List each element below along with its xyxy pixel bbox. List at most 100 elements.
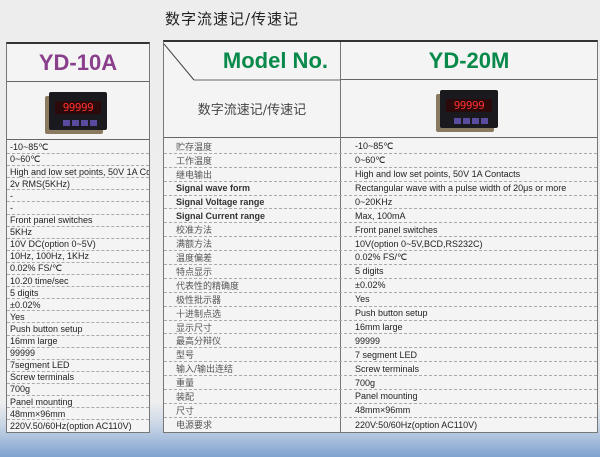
spec-value: Push button setup: [7, 323, 149, 336]
spec-row: 型号 7 segment LED: [164, 348, 597, 363]
spec-row: 温度偏差 0.02% FS/℃: [164, 251, 597, 266]
spec-value: ±0.02%: [355, 280, 386, 291]
spec-row: 满额方法 10V(option 0~5V,BCD,RS232C): [164, 237, 597, 252]
spec-value: Screw terminals: [7, 372, 149, 384]
spec-value: 0.02% FS/℃: [355, 252, 408, 263]
spec-value: -10~85℃: [355, 140, 394, 151]
spec-row: 校准方法 Front panel switches: [164, 223, 597, 238]
spec-value: 16mm large: [7, 336, 149, 348]
spec-value: 220V.50/60Hz(option AC110V): [10, 421, 132, 432]
product-description: 数字流速记/传速记: [197, 103, 307, 118]
spec-value: 0~60℃: [7, 154, 149, 167]
model-no-label: Model No.: [222, 48, 328, 73]
spec-label: Signal Current range: [176, 210, 266, 221]
spec-label: 满额方法: [176, 240, 213, 251]
spec-value: Front panel switches: [355, 224, 438, 235]
spec-label: 型号: [176, 351, 195, 362]
spec-row: 极性批示器 Yes: [164, 293, 597, 307]
spec-value: 0~20KHz: [355, 197, 393, 207]
spec-value: Push button setup: [355, 308, 428, 319]
spec-row: 重量 700g: [164, 376, 597, 391]
meter-display: 99999: [55, 100, 101, 114]
spec-row: Signal wave form Rectangular wave with a …: [164, 182, 597, 196]
spec-value: 700g: [355, 377, 376, 388]
spec-value: 10.20 time/sec: [7, 275, 149, 288]
spec-row: 电源要求 220V:50/60Hz(option AC110V): [164, 418, 597, 432]
spec-value: 5 digits: [355, 266, 384, 277]
yd-10a-spec-list: -10~85℃ 0~60℃ High and low set points, 50V…: [7, 142, 149, 432]
spec-value: Yes: [7, 311, 149, 324]
spec-value: 5KHz: [7, 227, 149, 239]
spec-value: Max, 100mA: [355, 210, 406, 221]
spec-label: 电源要求: [176, 421, 213, 432]
description-cell: 数字流速记/传速记: [164, 80, 340, 138]
spec-row: Signal Current range Max, 100mA: [164, 209, 597, 224]
spec-label: Signal Voltage range: [176, 197, 265, 207]
spec-row: 贮存温度 -10~85℃: [164, 140, 597, 154]
spec-row: 工作温度 0~60℃: [164, 154, 597, 168]
spec-label: 十进制点选: [176, 309, 222, 320]
spec-label: 贮存温度: [176, 142, 213, 153]
spec-label: 重量: [176, 379, 195, 390]
spec-label: 显示尺寸: [176, 323, 213, 334]
spec-value: 700g: [7, 384, 149, 396]
spec-value: High and low set points, 50V 1A Contacts: [355, 169, 521, 180]
spec-row: 代表性的精确度 ±0.02%: [164, 279, 597, 293]
spec-row: 显示尺寸 16mm large: [164, 321, 597, 335]
spec-row: 最高分辩仪 99999: [164, 334, 597, 349]
meter-display: 99999: [446, 98, 492, 112]
yd-20m-spec-table: 贮存温度 -10~85℃ 工作温度 0~60℃ 继电输出 High and low set…: [164, 140, 597, 432]
spec-label: 工作温度: [176, 156, 213, 167]
spec-label: 特点显示: [176, 267, 213, 278]
spec-value: -10~85℃: [7, 142, 149, 155]
spec-value: 10V DC(option 0~5V): [7, 239, 149, 251]
spec-label: 温度偏差: [176, 254, 213, 265]
yd-20m-model-header: YD-20M: [341, 42, 597, 80]
spec-row: 特点显示 5 digits: [164, 265, 597, 279]
spec-row: Signal Voltage range 0~20KHz: [164, 196, 597, 210]
spec-value: Panel mounting: [355, 391, 418, 402]
yd-10a-spec-panel: YD-10A 99999 -10~85℃ 0~60℃ High and low se…: [6, 42, 150, 433]
spec-row: 输入/输出连结 Screw terminals: [164, 362, 597, 377]
spec-value: High and low set points, 50V 1A Contacts: [7, 166, 149, 179]
spec-label: 装配: [176, 392, 195, 403]
spec-value: 48mm×96mm: [355, 405, 411, 416]
spec-value: 7segment LED: [7, 360, 149, 372]
spec-value: -: [7, 190, 149, 203]
spec-value: Panel mounting: [7, 396, 149, 409]
spec-label: 代表性的精确度: [176, 281, 240, 292]
spec-value: -: [7, 202, 149, 215]
spec-value: Rectangular wave with a pulse width of 2…: [355, 183, 567, 194]
spec-value: 2v RMS(5KHz): [7, 178, 149, 191]
yd-20m-image-row: 99999: [341, 80, 597, 138]
spec-label: 最高分辩仪: [176, 337, 222, 348]
spec-value: 99999: [7, 348, 149, 360]
spec-value: 220V:50/60Hz(option AC110V): [355, 419, 478, 430]
spec-value: 10Hz, 100Hz, 1KHz: [7, 251, 149, 263]
meter-buttons: [454, 117, 488, 124]
yd-10a-image-row: 99999: [7, 82, 149, 140]
yd-10a-model-header: YD-10A: [7, 44, 149, 82]
spec-value: 16mm large: [355, 322, 403, 333]
spec-value: Yes: [355, 294, 370, 305]
spec-value: Front panel switches: [7, 215, 149, 227]
spec-label: 继电输出: [176, 170, 213, 181]
page-title: 数字流速记/传速记: [165, 10, 300, 28]
spec-row: 十进制点选 Push button setup: [164, 307, 597, 321]
spec-label: Signal wave form: [176, 183, 251, 194]
spec-value: 0~60℃: [355, 154, 386, 165]
spec-value: ±0.02%: [7, 299, 149, 312]
spec-value: 5 digits: [7, 287, 149, 300]
yd-20m-spec-panel: Model No. YD-20M 数字流速记/传速记 99999 贮存温度 -10…: [163, 40, 598, 433]
diagonal-header-line: [164, 43, 341, 81]
meter-buttons: [63, 119, 97, 126]
spec-label: 输入/输出连结: [176, 365, 234, 376]
spec-row: 装配 Panel mounting: [164, 390, 597, 404]
spec-row: 继电输出 High and low set points, 50V 1A Cont…: [164, 168, 597, 182]
spec-label: 尺寸: [176, 406, 195, 417]
spec-label: 校准方法: [176, 226, 213, 237]
spec-value: 48mm×96mm: [7, 408, 149, 421]
spec-value: 7 segment LED: [355, 349, 418, 360]
spec-label: 极性批示器: [176, 295, 222, 306]
yd-20m-meter-image: 99999: [440, 89, 498, 128]
